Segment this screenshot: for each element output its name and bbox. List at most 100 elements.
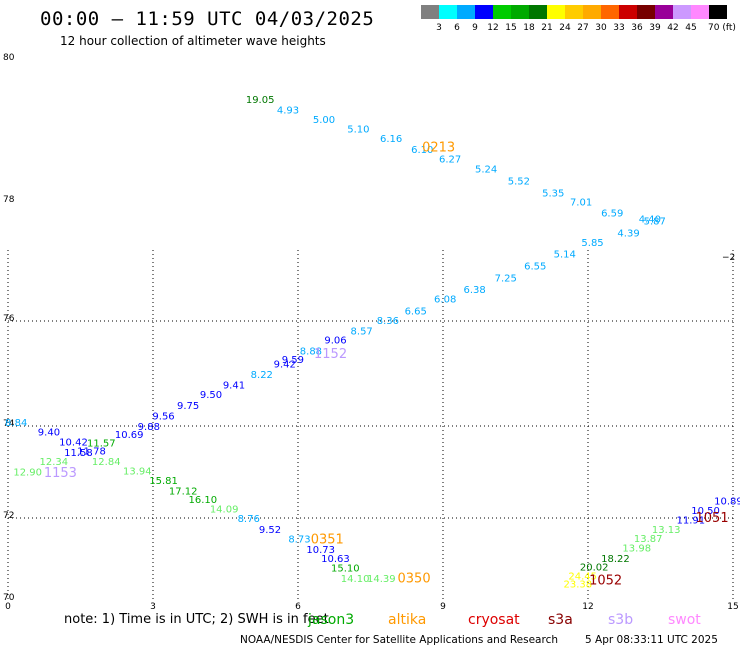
footer-credit: NOAA/NESDIS Center for Satellite Applica… <box>240 634 558 646</box>
wave-height-value: 24.45 <box>568 572 597 583</box>
wave-height-value: 9.88 <box>138 422 160 433</box>
right-edge-label: −2 <box>722 253 735 263</box>
wave-height-value: 18.22 <box>601 554 630 565</box>
wave-height-value: 6.59 <box>601 209 623 220</box>
wave-height-value: 12.84 <box>92 457 121 468</box>
color-scale-label: 36 <box>631 23 643 33</box>
y-tick-label: 78 <box>3 195 15 205</box>
wave-height-value: 17.12 <box>169 487 198 498</box>
color-swatch <box>709 5 727 19</box>
color-scale-label: 33 <box>613 23 625 33</box>
wave-height-value: 11.91 <box>676 516 705 527</box>
wave-height-value: 5.14 <box>554 250 576 261</box>
pass-time-label: 1152 <box>314 347 347 362</box>
color-scale-label: 30 <box>595 23 607 33</box>
wave-height-value: 19.05 <box>246 95 275 106</box>
satellite-name-s3a: s3a <box>548 612 573 628</box>
wave-height-value: 10.50 <box>691 506 720 517</box>
wave-height-value: 8.88 <box>300 346 322 357</box>
wave-height-value: 8.36 <box>377 316 399 327</box>
color-scale-label: 21 <box>541 23 553 33</box>
color-swatch <box>421 5 439 19</box>
color-swatch <box>565 5 583 19</box>
wave-height-value: 6.08 <box>434 295 456 306</box>
axis-tick-labels: 80 78 76 74 72 700 3 6 9 12 15 −2 <box>3 53 739 612</box>
wave-height-value: 20.02 <box>580 563 609 574</box>
wave-height-value: 5.87 <box>644 217 666 228</box>
wave-height-value: 8.76 <box>238 514 260 525</box>
wave-height-value: 7.01 <box>570 198 592 209</box>
color-swatch <box>493 5 511 19</box>
pass-time-label: 1051 <box>696 511 729 526</box>
wave-height-values: 19.054.93 5.00 5.10 6.16 6.10 6.27 5.24 5.52 5.3… <box>5 95 740 591</box>
pass-time-label: 1153 <box>44 466 77 481</box>
color-scale-label: 39 <box>649 23 661 33</box>
wave-height-value: 4.93 <box>277 106 299 117</box>
pass-time-label: 0351 <box>311 532 344 547</box>
wave-height-value: 6.16 <box>380 134 402 145</box>
satellite-name-altika: altika <box>388 612 427 628</box>
note-text: note: 1) Time is in UTC; 2) SWH is in fe… <box>64 612 329 627</box>
wave-height-value: 11.78 <box>77 447 106 458</box>
color-scale-label: 9 <box>472 23 478 33</box>
color-swatch <box>601 5 619 19</box>
wave-height-value: 23.38 <box>563 580 592 591</box>
wave-height-value: 9.59 <box>282 355 304 366</box>
satellite-name-s3b: s3b <box>608 612 634 628</box>
color-scale-label: 15 <box>505 23 517 33</box>
pass-time-label: 0213 <box>422 140 455 155</box>
wave-height-value: 14.09 <box>210 505 239 516</box>
wave-height-value: 11.57 <box>87 439 116 450</box>
wave-height-value: 13.94 <box>123 466 152 477</box>
wave-height-value: 4.39 <box>617 228 639 239</box>
chart-title: 00:00 – 11:59 UTC 04/03/2025 <box>40 8 375 30</box>
wave-height-value: 9.40 <box>38 428 60 439</box>
wave-height-value: 16.10 <box>189 495 218 506</box>
wave-height-value: 6.27 <box>439 154 461 165</box>
y-tick-label: 72 <box>3 511 14 521</box>
wave-height-value: 5.85 <box>581 238 603 249</box>
wave-height-value: 11.58 <box>64 448 93 459</box>
color-scale-label: 18 <box>523 23 535 33</box>
x-tick-label: 0 <box>5 602 11 612</box>
color-scale-label: 45 <box>685 23 697 33</box>
color-swatch <box>439 5 457 19</box>
wave-height-value: 8.57 <box>351 327 373 338</box>
chart-subtitle: 12 hour collection of altimeter wave hei… <box>60 34 326 48</box>
color-scale-label: 24 <box>559 23 571 33</box>
color-swatch <box>475 5 493 19</box>
satellite-name-jason3: jason3 <box>308 612 355 628</box>
wave-height-value: 9.50 <box>200 390 222 401</box>
satellite-name-cryosat: cryosat <box>468 612 520 628</box>
wave-height-value: 5.10 <box>347 125 369 136</box>
wave-height-value: 13.98 <box>622 543 651 554</box>
wave-height-value: 9.06 <box>324 336 346 347</box>
y-tick-label: 80 <box>3 53 15 63</box>
color-swatch <box>583 5 601 19</box>
x-tick-label: 12 <box>582 602 593 612</box>
wave-height-value: 15.10 <box>331 564 360 575</box>
pass-time-labels: 0213 1152 1153 0351 0350 1052 1051 <box>44 140 729 588</box>
wave-height-value: 8.22 <box>251 370 273 381</box>
wave-height-value: 4.40 <box>639 214 661 225</box>
wave-height-value: 14.39 <box>367 574 396 585</box>
x-tick-label: 6 <box>295 602 301 612</box>
x-tick-label: 15 <box>727 602 738 612</box>
wave-height-value: 5.24 <box>475 165 497 176</box>
x-tick-label: 9 <box>440 602 446 612</box>
satellite-name-swot: swot <box>668 612 701 628</box>
wave-height-value: 6.55 <box>524 261 546 272</box>
pass-time-label: 1052 <box>589 573 622 588</box>
color-scale-label: 6 <box>454 23 460 33</box>
wave-height-value: 8.84 <box>5 418 27 429</box>
wave-height-value: 5.00 <box>313 115 335 126</box>
wave-height-value: 9.56 <box>152 412 174 423</box>
wave-height-value: 6.65 <box>405 306 427 317</box>
wave-height-value: 12.34 <box>40 457 69 468</box>
color-scale-label: 70 (ft) <box>708 23 736 33</box>
wave-height-value: 9.75 <box>177 401 199 412</box>
color-swatch <box>511 5 529 19</box>
wave-height-value: 6.10 <box>411 145 433 156</box>
footer-timestamp: 5 Apr 08:33:11 UTC 2025 <box>585 634 718 646</box>
